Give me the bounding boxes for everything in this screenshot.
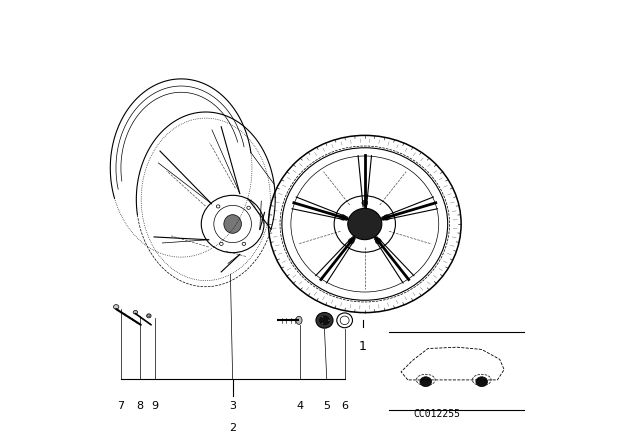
Text: 4: 4: [296, 401, 303, 411]
Ellipse shape: [321, 323, 323, 325]
Text: 3: 3: [229, 401, 236, 411]
Ellipse shape: [328, 319, 330, 322]
Ellipse shape: [348, 208, 382, 240]
Ellipse shape: [384, 215, 390, 220]
Text: 5: 5: [323, 401, 330, 411]
Ellipse shape: [348, 238, 354, 244]
Ellipse shape: [362, 200, 368, 206]
Text: 2: 2: [229, 423, 236, 433]
Text: 6: 6: [341, 401, 348, 411]
Text: 7: 7: [117, 401, 124, 411]
Text: 1: 1: [358, 340, 367, 353]
Ellipse shape: [476, 377, 488, 387]
Ellipse shape: [321, 316, 323, 318]
Ellipse shape: [319, 316, 330, 325]
Ellipse shape: [113, 305, 119, 309]
Ellipse shape: [296, 316, 302, 324]
Text: 8: 8: [136, 401, 143, 411]
Ellipse shape: [376, 238, 381, 244]
Text: CC012255: CC012255: [413, 409, 460, 419]
Ellipse shape: [224, 215, 241, 233]
Ellipse shape: [420, 377, 431, 387]
Ellipse shape: [147, 314, 151, 318]
Ellipse shape: [316, 313, 333, 328]
Text: 9: 9: [152, 401, 159, 411]
Ellipse shape: [148, 315, 150, 317]
Ellipse shape: [133, 310, 138, 314]
Ellipse shape: [340, 215, 346, 220]
